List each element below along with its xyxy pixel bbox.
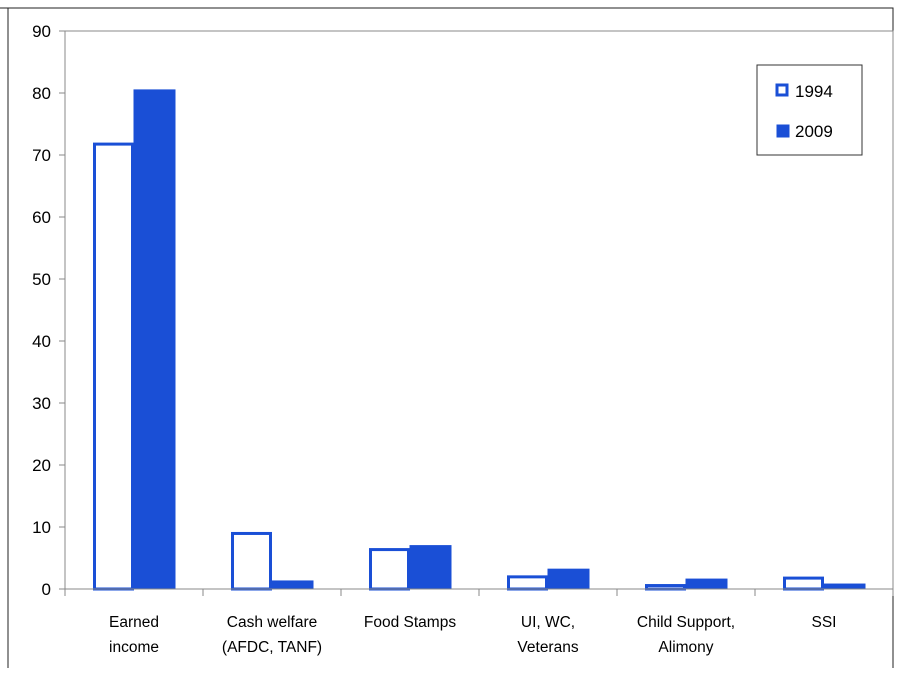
x-category-label: income [109,639,159,656]
legend-label-2009: 2009 [795,122,833,141]
bar-1994-3 [507,575,548,591]
x-category-label: Earned [109,614,159,631]
y-tick-label: 40 [32,332,51,351]
y-tick-label: 80 [32,84,51,103]
x-category-label: SSI [812,614,837,631]
y-tick-label: 10 [32,518,51,537]
y-tick-label: 30 [32,394,51,413]
bar-1994-4 [645,584,686,591]
bar-1994-5 [783,576,824,591]
x-category-label: UI, WC, [521,614,575,631]
y-tick-label: 90 [32,22,51,41]
bar-2009-0 [133,89,176,590]
bar-2009-3 [547,568,590,590]
bar-1994-0 [93,142,134,591]
y-tick-label: 50 [32,270,51,289]
bar-1994-2 [369,548,410,591]
bar-2009-5 [823,583,866,590]
legend-label-1994: 1994 [795,82,833,101]
legend-swatch-1994 [775,83,789,97]
legend-box [756,64,863,156]
x-category-label: Child Support, [637,614,735,631]
y-tick-label: 60 [32,208,51,227]
bar-2009-4 [685,578,728,590]
y-tick-label: 70 [32,146,51,165]
x-category-label: Veterans [517,639,578,656]
bar-1994-1 [231,531,272,591]
legend-swatch-2009 [776,124,790,138]
bar-2009-1 [271,580,314,590]
y-tick-label: 0 [42,580,51,599]
bar-2009-2 [409,545,452,590]
x-category-label: Alimony [658,639,713,656]
x-category-label: Cash welfare [227,614,317,631]
y-tick-label: 20 [32,456,51,475]
x-category-label: (AFDC, TANF) [222,639,322,656]
x-category-label: Food Stamps [364,614,456,631]
